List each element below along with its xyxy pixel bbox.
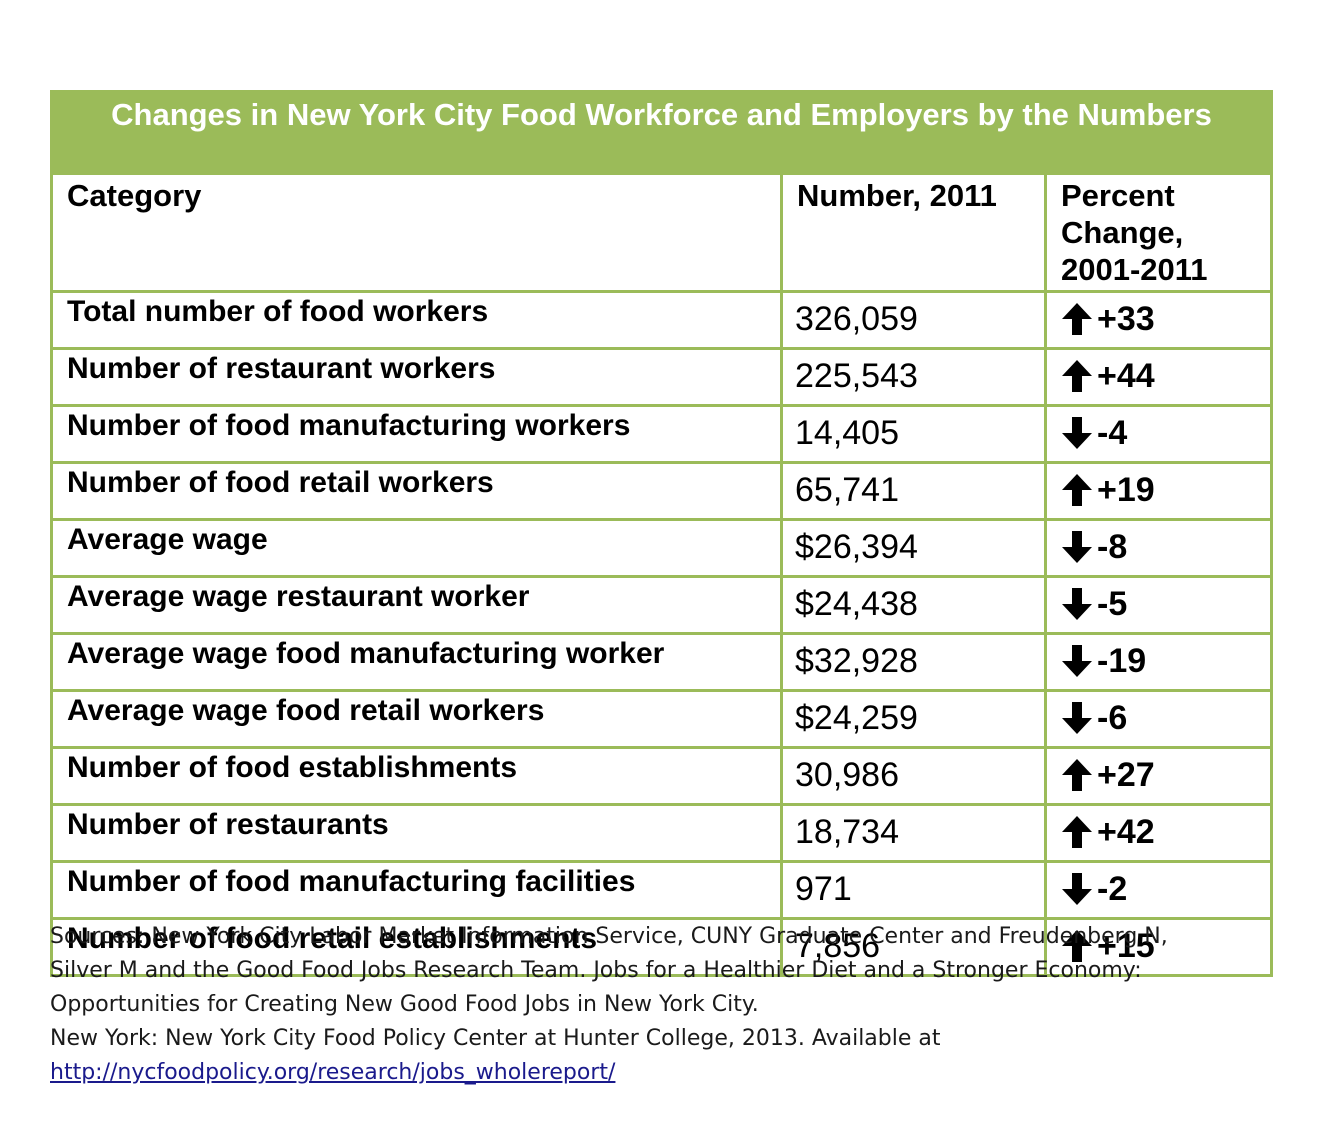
row-category: Average wage restaurant worker — [50, 575, 783, 635]
row-category: Number of restaurant workers — [50, 347, 783, 407]
percent-change-value: +19 — [1097, 471, 1155, 509]
sources-line: New York: New York City Food Policy Cent… — [50, 1026, 941, 1051]
table-row: Average wage food retail workers $24,259 -… — [50, 689, 1273, 749]
arrow-up-icon — [1061, 359, 1093, 393]
row-percent-change: +33 — [1044, 290, 1273, 350]
table-row: Number of food manufacturing facilities 9… — [50, 860, 1273, 920]
row-number: $32,928 — [780, 632, 1047, 692]
table-title-row: Changes in New York City Food Workforce … — [50, 90, 1273, 175]
percent-change-value: +44 — [1097, 357, 1155, 395]
food-workforce-table: Changes in New York City Food Workforce … — [50, 90, 1273, 977]
row-percent-change: +15 — [1044, 917, 1273, 977]
row-percent-change: -6 — [1044, 689, 1273, 749]
row-number: 326,059 — [780, 290, 1047, 350]
row-category: Total number of food workers — [50, 290, 783, 350]
table-row: Number of food retail establishments 7,85… — [50, 917, 1273, 977]
arrow-down-icon — [1061, 644, 1093, 678]
table-row: Number of food establishments 30,986 +27 — [50, 746, 1273, 806]
row-percent-change: +44 — [1044, 347, 1273, 407]
row-number: 30,986 — [780, 746, 1047, 806]
row-category: Average wage food retail workers — [50, 689, 783, 749]
food-workforce-table-wrapper: Changes in New York City Food Workforce … — [50, 90, 1273, 977]
row-number: $24,259 — [780, 689, 1047, 749]
row-number: 225,543 — [780, 347, 1047, 407]
sources-link-line: http://nycfoodpolicy.org/research/jobs_w… — [50, 1056, 1290, 1090]
arrow-up-icon — [1061, 473, 1093, 507]
sources-line: Opportunities for Creating New Good Food… — [50, 992, 759, 1017]
header-category: Category — [50, 172, 783, 293]
row-number: 14,405 — [780, 404, 1047, 464]
row-percent-change: +19 — [1044, 461, 1273, 521]
row-category: Number of food establishments — [50, 746, 783, 806]
table-row: Average wage $26,394 -8 — [50, 518, 1273, 578]
percent-change-value: +15 — [1097, 927, 1155, 965]
arrow-up-icon — [1061, 929, 1093, 963]
table-row: Number of food retail workers 65,741 +19 — [50, 461, 1273, 521]
table-row: Average wage food manufacturing worker $3… — [50, 632, 1273, 692]
row-percent-change: +42 — [1044, 803, 1273, 863]
percent-change-value: +33 — [1097, 300, 1155, 338]
row-number: 18,734 — [780, 803, 1047, 863]
arrow-down-icon — [1061, 587, 1093, 621]
table-row: Average wage restaurant worker $24,438 -5 — [50, 575, 1273, 635]
sources-line: Silver M and the Good Food Jobs Research… — [50, 958, 1142, 983]
row-percent-change: -19 — [1044, 632, 1273, 692]
arrow-down-icon — [1061, 872, 1093, 906]
table-row: Total number of food workers 326,059 +33 — [50, 290, 1273, 350]
row-category: Average wage food manufacturing worker — [50, 632, 783, 692]
arrow-down-icon — [1061, 416, 1093, 450]
header-number: Number, 2011 — [780, 172, 1047, 293]
percent-change-value: +42 — [1097, 813, 1155, 851]
row-percent-change: -4 — [1044, 404, 1273, 464]
sources-citation: Sources: New York City Labor Market Info… — [50, 920, 1290, 1090]
row-percent-change: -2 — [1044, 860, 1273, 920]
row-percent-change: -8 — [1044, 518, 1273, 578]
row-category: Average wage — [50, 518, 783, 578]
percent-change-value: -2 — [1097, 870, 1128, 908]
arrow-down-icon — [1061, 701, 1093, 735]
row-number: $26,394 — [780, 518, 1047, 578]
arrow-up-icon — [1061, 815, 1093, 849]
percent-change-value: -19 — [1097, 642, 1147, 680]
row-percent-change: -5 — [1044, 575, 1273, 635]
table-header-row: Category Number, 2011 Percent Change, 20… — [50, 172, 1273, 293]
row-category: Number of food manufacturing facilities — [50, 860, 783, 920]
row-category: Number of restaurants — [50, 803, 783, 863]
percent-change-value: -6 — [1097, 699, 1128, 737]
table-row: Number of food manufacturing workers 14,4… — [50, 404, 1273, 464]
arrow-up-icon — [1061, 302, 1093, 336]
table-row: Number of restaurants 18,734 +42 — [50, 803, 1273, 863]
row-category: Number of food retail establishments — [50, 917, 783, 977]
percent-change-value: -4 — [1097, 414, 1128, 452]
table-row: Number of restaurant workers 225,543 +44 — [50, 347, 1273, 407]
row-category: Number of food retail workers — [50, 461, 783, 521]
percent-change-value: +27 — [1097, 756, 1155, 794]
row-number: $24,438 — [780, 575, 1047, 635]
report-link[interactable]: http://nycfoodpolicy.org/research/jobs_w… — [50, 1060, 616, 1085]
arrow-up-icon — [1061, 758, 1093, 792]
arrow-down-icon — [1061, 530, 1093, 564]
row-number: 7,856 — [780, 917, 1047, 977]
row-number: 65,741 — [780, 461, 1047, 521]
row-number: 971 — [780, 860, 1047, 920]
percent-change-value: -8 — [1097, 528, 1128, 566]
percent-change-value: -5 — [1097, 585, 1128, 623]
row-category: Number of food manufacturing workers — [50, 404, 783, 464]
sources-line: Sources: New York City Labor Market Info… — [50, 924, 1168, 949]
header-percent-change: Percent Change, 2001-2011 — [1044, 172, 1273, 293]
row-percent-change: +27 — [1044, 746, 1273, 806]
table-title: Changes in New York City Food Workforce … — [50, 90, 1273, 175]
